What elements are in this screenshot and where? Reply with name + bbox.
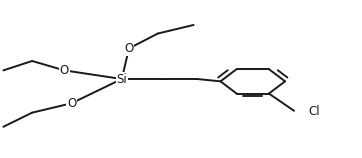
Text: Cl: Cl [308, 105, 320, 118]
Text: O: O [67, 97, 76, 110]
Text: O: O [124, 42, 134, 55]
Text: Si: Si [117, 73, 127, 85]
Text: O: O [60, 64, 69, 77]
